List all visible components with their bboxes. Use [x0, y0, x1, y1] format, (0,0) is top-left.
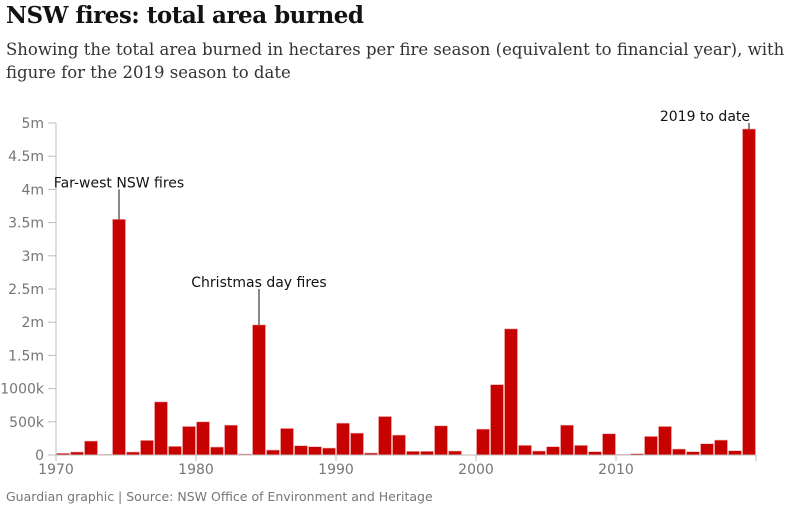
bar-1990 — [336, 422, 350, 456]
bar-2009 — [602, 433, 616, 456]
bar-2000 — [476, 428, 490, 456]
bar-2018 — [728, 450, 742, 456]
y-tick-label: 1.5m — [8, 348, 44, 364]
y-tick-label: 500k — [9, 415, 45, 431]
chart-title: NSW fires: total area burned — [6, 2, 364, 29]
annotation-label: Christmas day fires — [191, 275, 326, 291]
annotation-label: 2019 to date — [660, 109, 750, 125]
bar-2014 — [672, 448, 686, 456]
bar-2003 — [518, 445, 532, 456]
bar-2017 — [714, 439, 728, 456]
bar-1978 — [168, 446, 182, 456]
bar-1998 — [448, 450, 462, 456]
y-tick-label: 1000k — [0, 382, 45, 398]
bar-1974 — [112, 218, 126, 456]
bar-1986 — [280, 428, 294, 456]
bar-1989 — [322, 447, 336, 456]
bar-1980 — [196, 421, 210, 456]
bar-1982 — [224, 424, 238, 456]
y-tick-label: 2.5m — [8, 282, 44, 298]
bar-2005 — [546, 446, 560, 456]
x-tick-label: 2000 — [458, 462, 494, 478]
bar-2007 — [574, 445, 588, 456]
y-tick-label: 4.5m — [8, 149, 44, 165]
bar-2004 — [532, 450, 546, 456]
bar-1972 — [84, 440, 98, 456]
bar-1981 — [210, 446, 224, 456]
bar-1977 — [154, 401, 168, 456]
y-tick-label: 0 — [35, 448, 44, 464]
bar-1996 — [420, 451, 434, 456]
bar-1976 — [140, 440, 154, 456]
y-tick-label: 3.5m — [8, 216, 44, 232]
bar-2012 — [644, 436, 658, 456]
y-tick-label: 5m — [21, 116, 44, 132]
y-tick-label: 2m — [21, 315, 44, 331]
bar-1995 — [406, 451, 420, 456]
chart-subtitle: Showing the total area burned in hectare… — [6, 40, 785, 82]
bar-2019 — [742, 128, 756, 456]
bar-2013 — [658, 426, 672, 456]
x-tick-label: 1980 — [178, 462, 214, 478]
bar-1984 — [252, 324, 266, 456]
source-note: Guardian graphic | Source: NSW Office of… — [6, 489, 433, 504]
bar-1993 — [378, 416, 392, 456]
bar-1988 — [308, 446, 322, 456]
bar-1991 — [350, 432, 364, 456]
x-tick-label: 1990 — [318, 462, 354, 478]
bar-1997 — [434, 425, 448, 456]
bar-2002 — [504, 328, 518, 456]
bar-2001 — [490, 384, 504, 456]
x-tick-label: 1970 — [38, 462, 74, 478]
x-tick-label: 2010 — [598, 462, 634, 478]
bar-2016 — [700, 443, 714, 456]
y-tick-label: 4m — [21, 182, 44, 198]
bar-1979 — [182, 426, 196, 456]
bar-1985 — [266, 449, 280, 456]
annotation-label: Far-west NSW fires — [54, 175, 184, 191]
bar-2006 — [560, 424, 574, 456]
bar-1994 — [392, 434, 406, 456]
bar-1987 — [294, 445, 308, 456]
y-tick-label: 3m — [21, 249, 44, 265]
